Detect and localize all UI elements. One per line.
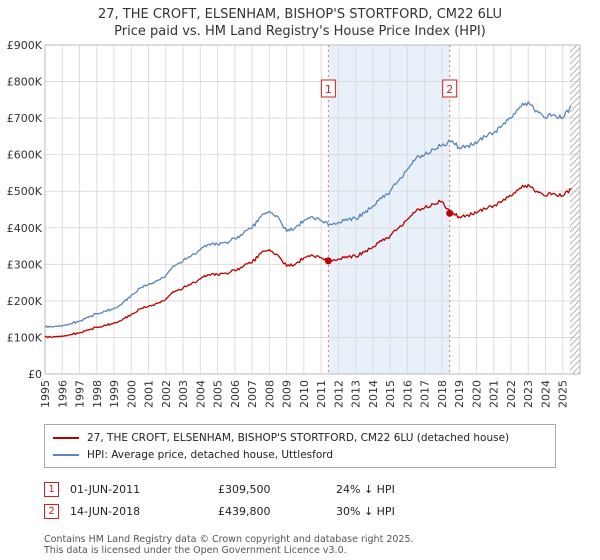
footer: Contains HM Land Registry data © Crown c…	[44, 534, 600, 556]
x-axis-tick-label: 2005	[212, 380, 225, 408]
y-axis-tick-label: £400K	[7, 222, 43, 235]
price-paid-series-line	[44, 183, 572, 339]
sale-2-hpi-delta: 30% ↓ HPI	[336, 504, 395, 518]
x-axis-tick-label: 1995	[39, 380, 52, 408]
x-axis-tick-label: 2009	[281, 380, 294, 408]
legend-swatch-blue	[53, 453, 79, 456]
sale-1-point-marker	[324, 257, 332, 265]
sale-1-chart-badge	[320, 79, 336, 98]
footer-line-2: This data is licensed under the Open Gov…	[44, 545, 347, 556]
y-axis-tick-label: £900K	[7, 40, 43, 52]
footer-line-1: Contains HM Land Registry data © Crown c…	[44, 534, 414, 545]
y-axis-tick-label: £800K	[7, 76, 43, 89]
y-axis-tick-label: £500K	[7, 185, 43, 198]
x-axis-tick-label: 2021	[488, 380, 501, 408]
x-axis-tick-label: 2010	[298, 380, 311, 408]
sale-row-2: 2 14-JUN-2018 £439,800 30% ↓ HPI	[44, 500, 600, 522]
x-axis-tick-label: 2018	[436, 380, 449, 408]
plot-border	[44, 44, 581, 375]
sale-2-chart-badge	[442, 79, 458, 98]
x-axis-tick-label: 2007	[246, 380, 259, 408]
x-axis-tick-label: 2017	[419, 380, 432, 408]
y-axis-tick-label: £100K	[7, 331, 43, 344]
y-axis-tick-label: £0	[28, 368, 42, 381]
x-axis-tick-label: 1999	[108, 380, 121, 408]
x-axis-tick-label: 2025	[557, 380, 570, 408]
x-axis-tick-label: 2019	[453, 380, 466, 408]
x-axis-tick-label: 1997	[74, 380, 87, 408]
between-sales-shaded-region	[328, 45, 450, 374]
x-axis-tick-label: 2001	[143, 380, 156, 408]
y-axis-tick-label: £200K	[7, 295, 43, 308]
x-axis-tick-label: 2006	[229, 380, 242, 408]
x-axis-tick-label: 2004	[194, 380, 207, 408]
x-axis-tick-label: 2002	[160, 380, 173, 408]
x-axis-tick-label: 2003	[177, 380, 190, 408]
x-axis-tick-label: 2012	[332, 380, 345, 408]
sale-1-chart-badge-label: 1	[325, 83, 332, 96]
x-axis-tick-label: 2015	[384, 380, 397, 408]
y-axis-tick-label: £300K	[7, 258, 43, 271]
sale-1-number-badge: 1	[44, 481, 59, 497]
x-axis-tick-label: 2014	[367, 380, 380, 408]
chart-subtitle: Price paid vs. HM Land Registry's House …	[114, 24, 486, 39]
legend-label-price-paid: 27, THE CROFT, ELSENHAM, BISHOP'S STORTF…	[87, 431, 510, 444]
sale-2-chart-badge-label: 2	[446, 83, 453, 96]
no-data-hatched-region	[569, 45, 580, 374]
x-axis-tick-label: 2020	[470, 380, 483, 408]
hpi-series-line	[44, 101, 572, 329]
sale-2-point-marker	[446, 209, 454, 217]
x-axis-tick-label: 1998	[91, 380, 104, 408]
x-axis-tick-label: 2011	[315, 380, 328, 408]
legend-row-hpi: HPI: Average price, detached house, Uttl…	[53, 446, 547, 463]
sales-table: 1 01-JUN-2011 £309,500 24% ↓ HPI 2 14-JU…	[44, 478, 600, 522]
sale-1-price: £309,500	[218, 482, 271, 496]
sale-1-hpi-delta: 24% ↓ HPI	[336, 482, 395, 496]
sale-2-date: 14-JUN-2018	[70, 504, 141, 518]
x-axis-tick-label: 2000	[125, 380, 138, 408]
sale-1-date: 01-JUN-2011	[70, 482, 141, 496]
price-chart-svg: 1 2 £0 £100K £200K £300K £400K £500K £600K £700K £…	[7, 40, 581, 408]
legend-swatch-red	[53, 436, 79, 439]
x-axis-tick-label: 2024	[539, 380, 552, 408]
x-axis-tick-label: 2008	[263, 380, 276, 408]
chart-header: 27, THE CROFT, ELSENHAM, BISHOP'S STORTF…	[0, 0, 600, 40]
x-axis-tick-label: 2013	[350, 380, 363, 408]
legend-label-hpi: HPI: Average price, detached house, Uttl…	[87, 448, 334, 461]
legend-row-price-paid: 27, THE CROFT, ELSENHAM, BISHOP'S STORTF…	[53, 429, 547, 446]
legend: 27, THE CROFT, ELSENHAM, BISHOP'S STORTF…	[44, 424, 556, 468]
sale-2-price: £439,800	[218, 504, 271, 518]
x-axis-tick-label: 2022	[505, 380, 518, 408]
sale-2-number-badge: 2	[44, 503, 59, 519]
y-axis-tick-label: £700K	[7, 112, 43, 125]
x-axis-tick-label: 2023	[522, 380, 535, 408]
chart-title: 27, THE CROFT, ELSENHAM, BISHOP'S STORTF…	[97, 7, 503, 22]
sale-row-1: 1 01-JUN-2011 £309,500 24% ↓ HPI	[44, 478, 600, 500]
y-axis-tick-label: £600K	[7, 149, 43, 162]
x-axis-tick-label: 2016	[401, 380, 414, 408]
x-axis-tick-label: 1996	[56, 380, 69, 408]
